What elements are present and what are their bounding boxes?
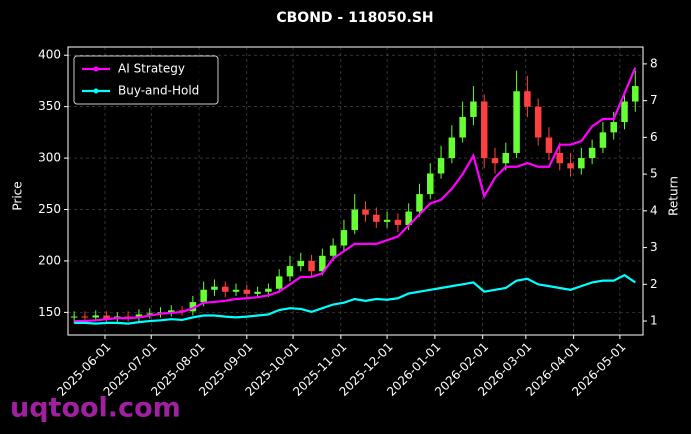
- candle-body: [437, 158, 445, 174]
- plot-frame: [67, 46, 644, 336]
- candle-body: [92, 315, 100, 318]
- candle-body: [351, 209, 358, 231]
- candle-body: [200, 289, 207, 303]
- candle-body: [394, 219, 402, 225]
- candle-body: [621, 101, 628, 123]
- candle-body: [329, 245, 337, 256]
- candle-body: [232, 289, 240, 292]
- candle-body: [243, 289, 251, 294]
- candle-body: [70, 316, 78, 318]
- candle-body: [599, 132, 607, 148]
- candle-body: [168, 310, 175, 313]
- series-line: [74, 273, 636, 325]
- candle-body: [221, 286, 229, 292]
- y-tick-label: 150: [38, 305, 61, 319]
- candle-body: [567, 163, 574, 169]
- candle-body: [254, 291, 261, 294]
- candle-body: [362, 209, 369, 215]
- legend-marker: [93, 88, 99, 94]
- y-axis-label: Price: [11, 181, 25, 210]
- candle-body: [286, 266, 294, 277]
- legend-label: Buy-and-Hold: [118, 84, 199, 98]
- candle-body: [340, 230, 348, 246]
- candle-body: [211, 286, 218, 290]
- y-tick-label: 200: [38, 253, 61, 267]
- candle-body: [427, 173, 434, 195]
- candle-body: [545, 137, 553, 153]
- candle-body: [319, 255, 326, 272]
- legend-label: AI Strategy: [118, 62, 185, 76]
- candle-body: [297, 260, 305, 267]
- chart-title: CBOND - 118050.SH: [276, 10, 433, 26]
- candle-body: [578, 158, 585, 169]
- candle-body: [513, 91, 520, 153]
- y2-tick-label: 8: [650, 56, 658, 70]
- candle-body: [383, 219, 391, 222]
- candle-body: [308, 260, 315, 272]
- y-tick-label: 400: [38, 48, 61, 62]
- candle-body: [480, 101, 488, 159]
- y2-tick-label: 2: [650, 277, 658, 291]
- candle-body: [81, 316, 89, 318]
- candle-body: [502, 152, 510, 164]
- series-line: [74, 67, 637, 323]
- candle-body: [405, 211, 412, 225]
- candle-body: [588, 147, 596, 159]
- candle-body: [416, 194, 423, 212]
- candle-body: [373, 214, 380, 222]
- y2-tick-label: 3: [650, 240, 658, 254]
- y2-tick-label: 4: [650, 203, 658, 217]
- legend-marker: [93, 66, 99, 72]
- watermark: uqtool.com: [10, 393, 181, 424]
- candle-body: [275, 276, 283, 289]
- y2-tick-label: 7: [650, 93, 658, 107]
- y2-axis-label: Return: [667, 176, 681, 216]
- candle-body: [135, 314, 143, 318]
- candle-body: [448, 137, 456, 159]
- candle-body: [556, 152, 564, 164]
- candle-body: [632, 86, 639, 102]
- y-tick-label: 350: [38, 99, 61, 113]
- candle-body: [146, 313, 153, 315]
- candle-body: [534, 106, 542, 138]
- candle-body: [610, 122, 617, 133]
- candle-body: [470, 101, 477, 117]
- y2-tick-label: 1: [650, 314, 658, 328]
- y2-tick-label: 6: [650, 130, 658, 144]
- candle-body: [524, 91, 531, 107]
- candle-body: [103, 315, 110, 319]
- y-tick-label: 300: [38, 151, 61, 165]
- candle-body: [265, 288, 272, 292]
- y2-tick-label: 5: [650, 167, 658, 181]
- candle-body: [189, 302, 197, 312]
- candle-body: [491, 158, 499, 164]
- candle-body: [459, 116, 466, 138]
- y-tick-label: 250: [38, 202, 61, 216]
